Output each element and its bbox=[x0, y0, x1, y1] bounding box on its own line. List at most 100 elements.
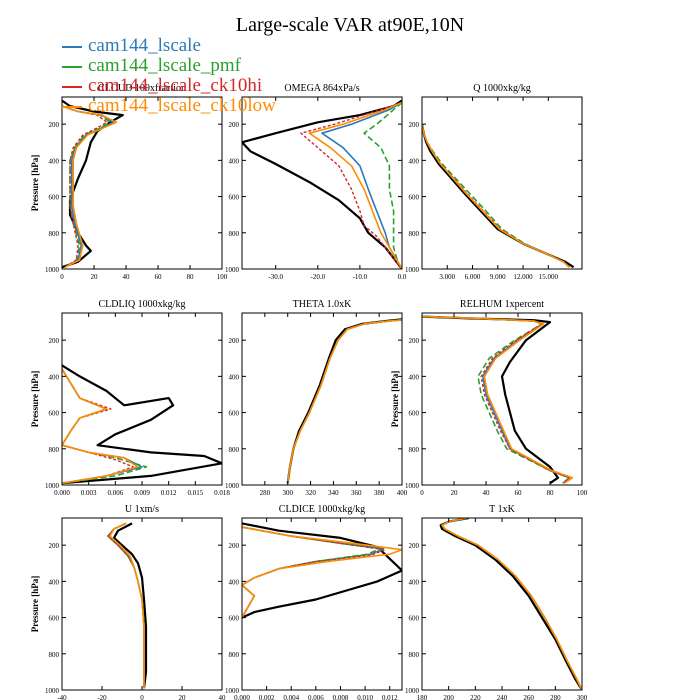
x-tick-label: 0 bbox=[140, 694, 144, 700]
series-line bbox=[286, 319, 402, 484]
series-group bbox=[422, 123, 575, 269]
series-line bbox=[109, 522, 145, 689]
x-tick-label: -10.0 bbox=[353, 273, 368, 281]
series-line bbox=[422, 315, 570, 484]
series-group bbox=[242, 522, 402, 619]
y-tick-label: 600 bbox=[409, 615, 420, 623]
x-tick-label: -30.0 bbox=[268, 273, 283, 281]
y-axis-label: Pressure [hPa] bbox=[30, 371, 40, 427]
panel-title: OMEGA 864xPa/s bbox=[284, 83, 359, 94]
series-line bbox=[62, 99, 124, 269]
series-line bbox=[422, 124, 570, 268]
y-tick-label: 1000 bbox=[225, 482, 240, 490]
x-tick-label: 80 bbox=[547, 489, 555, 497]
x-tick-label: 0.003 bbox=[81, 489, 97, 497]
x-tick-label: 20 bbox=[451, 489, 459, 497]
series-line bbox=[441, 518, 582, 690]
y-tick-label: 200 bbox=[49, 337, 60, 345]
y-tick-label: 800 bbox=[49, 446, 60, 454]
x-tick-label: 0.015 bbox=[187, 489, 203, 497]
y-tick-label: 400 bbox=[409, 578, 420, 586]
y-tick-label: 600 bbox=[229, 615, 240, 623]
series-line bbox=[441, 518, 582, 690]
series-line bbox=[286, 319, 402, 484]
y-tick-label: 200 bbox=[409, 542, 420, 550]
x-tick-label: 0.002 bbox=[259, 694, 275, 700]
panel-title: CLDLIQ 1000xkg/kg bbox=[99, 299, 186, 310]
y-tick-label: 800 bbox=[49, 651, 60, 659]
series-line bbox=[242, 526, 385, 618]
legend-swatch bbox=[62, 105, 82, 108]
y-axis-label: Pressure [hPa] bbox=[30, 576, 40, 632]
legend-swatch bbox=[62, 45, 82, 48]
x-tick-label: 320 bbox=[305, 489, 316, 497]
y-tick-label: 600 bbox=[49, 410, 60, 418]
panel-title: CLOUD 100xfraction bbox=[98, 83, 186, 94]
y-tick-label: 1000 bbox=[405, 687, 420, 695]
x-tick-label: 0 bbox=[60, 273, 64, 281]
panel-frame bbox=[241, 96, 403, 270]
legend: cam144_lscale cam144_lscale_pmf cam144_l… bbox=[62, 36, 276, 116]
y-tick-label: 600 bbox=[49, 194, 60, 202]
series-line bbox=[62, 368, 139, 484]
x-tick-label: 400 bbox=[397, 489, 408, 497]
x-tick-label: 220 bbox=[470, 694, 481, 700]
y-tick-label: 800 bbox=[229, 230, 240, 238]
y-tick-label: 600 bbox=[229, 194, 240, 202]
series-line bbox=[422, 123, 575, 269]
y-tick-label: 1000 bbox=[405, 482, 420, 490]
panel-title: Q 1000xkg/kg bbox=[473, 83, 531, 94]
legend-entry: cam144_lscale_pmf bbox=[62, 56, 276, 76]
x-tick-label: -20 bbox=[97, 694, 107, 700]
x-tick-label: 0.018 bbox=[214, 489, 230, 497]
x-tick-label: 200 bbox=[443, 694, 454, 700]
series-line bbox=[242, 99, 402, 269]
x-tick-label: 12.000 bbox=[513, 273, 533, 281]
series-line bbox=[422, 315, 574, 484]
panel-title: U 1xm/s bbox=[125, 504, 159, 515]
y-tick-label: 800 bbox=[229, 651, 240, 659]
series-line bbox=[422, 124, 570, 268]
y-tick-label: 800 bbox=[409, 651, 420, 659]
series-group bbox=[62, 99, 124, 269]
series-line bbox=[363, 101, 402, 269]
figure-title: Large-scale VAR at90E,10N bbox=[235, 14, 465, 36]
panel: Q 1000xkg/kg 200 400 600 800 1000 3.000 6.000 9.… bbox=[405, 83, 583, 281]
y-tick-label: 200 bbox=[49, 542, 60, 550]
x-tick-label: 80 bbox=[187, 273, 195, 281]
x-tick-label: 0.0 bbox=[398, 273, 407, 281]
x-tick-label: 9.000 bbox=[490, 273, 506, 281]
y-tick-label: 1000 bbox=[225, 266, 240, 274]
x-tick-label: 6.000 bbox=[465, 273, 481, 281]
series-line bbox=[242, 526, 386, 618]
y-axis-label: Pressure [hPa] bbox=[390, 371, 400, 427]
y-tick-label: 200 bbox=[409, 337, 420, 345]
y-tick-label: 200 bbox=[49, 121, 60, 129]
y-tick-label: 1000 bbox=[45, 687, 60, 695]
x-tick-label: 60 bbox=[515, 489, 523, 497]
legend-swatch bbox=[62, 65, 82, 68]
x-tick-label: 20 bbox=[179, 694, 187, 700]
x-tick-label: 0.004 bbox=[283, 694, 299, 700]
y-tick-label: 200 bbox=[229, 337, 240, 345]
x-tick-label: 100 bbox=[217, 273, 228, 281]
x-tick-label: 0.012 bbox=[382, 694, 398, 700]
y-tick-label: 600 bbox=[49, 615, 60, 623]
series-line bbox=[422, 124, 570, 268]
series-line bbox=[62, 364, 222, 485]
x-tick-label: 100 bbox=[577, 489, 588, 497]
series-line bbox=[422, 315, 570, 484]
y-tick-label: 600 bbox=[229, 410, 240, 418]
panel: THETA 1.0xK 200 400 600 800 1000 280 300 320 340 3… bbox=[225, 299, 408, 497]
y-tick-label: 400 bbox=[229, 373, 240, 381]
series-line bbox=[242, 522, 402, 619]
panel-title: RELHUM 1xpercent bbox=[460, 299, 544, 310]
x-tick-label: 340 bbox=[328, 489, 339, 497]
legend-label: cam144_lscale_ck10low bbox=[88, 95, 276, 116]
